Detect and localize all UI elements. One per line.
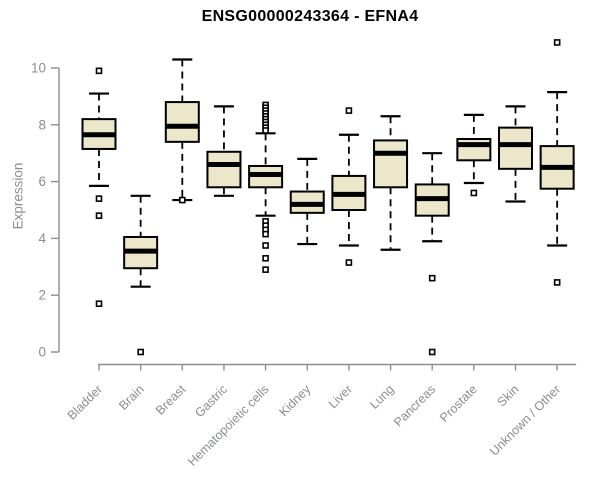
- outlier-hematopoietic-cells: [262, 254, 269, 262]
- y-tick-label: 0: [38, 345, 46, 360]
- outlier-breast: [179, 196, 186, 204]
- outlier-hematopoietic-cells: [262, 242, 269, 249]
- outlier-liver: [345, 259, 353, 266]
- outlier-pancreas: [428, 348, 436, 356]
- y-tick-label: 4: [38, 231, 46, 246]
- x-category-label: Unknown / Other: [487, 382, 563, 458]
- outlier-bladder: [95, 212, 103, 219]
- outlier-hematopoietic-cells: [262, 266, 269, 273]
- x-category-label: Liver: [326, 382, 355, 411]
- x-category-label: Kidney: [276, 382, 313, 419]
- box-lung: [373, 139, 409, 189]
- chart-title: ENSG00000243364 - EFNA4: [201, 8, 419, 25]
- outlier-unknown-other: [553, 39, 561, 46]
- x-category-label: Pancreas: [391, 382, 438, 429]
- x-category-label: Prostate: [437, 382, 480, 425]
- outlier-hematopoietic-cells: [262, 127, 269, 134]
- outlier-unknown-other: [553, 279, 561, 286]
- outlier-hematopoietic-cells: [262, 230, 269, 238]
- box-gastric: [206, 150, 242, 189]
- x-category-label: Hematopoietic cells: [185, 382, 272, 469]
- outlier-liver: [345, 107, 353, 114]
- x-category-label: Brain: [116, 382, 147, 413]
- x-category-label: Skin: [495, 382, 522, 409]
- box-breast: [164, 101, 200, 143]
- y-tick-label: 10: [31, 61, 46, 76]
- outlier-pancreas: [428, 274, 436, 282]
- outlier-bladder: [95, 195, 103, 202]
- outlier-brain: [137, 348, 144, 356]
- y-tick-label: 8: [38, 117, 46, 132]
- x-category-label: Breast: [153, 382, 189, 418]
- x-category-label: Lung: [367, 382, 397, 412]
- y-tick-label: 6: [38, 174, 46, 189]
- outlier-bladder: [95, 300, 103, 308]
- outlier-bladder: [95, 67, 103, 75]
- x-category-label: Bladder: [65, 382, 105, 422]
- x-category-label: Gastric: [192, 382, 230, 420]
- y-tick-label: 2: [38, 288, 46, 303]
- outlier-prostate: [470, 189, 478, 197]
- box-skin: [498, 126, 533, 170]
